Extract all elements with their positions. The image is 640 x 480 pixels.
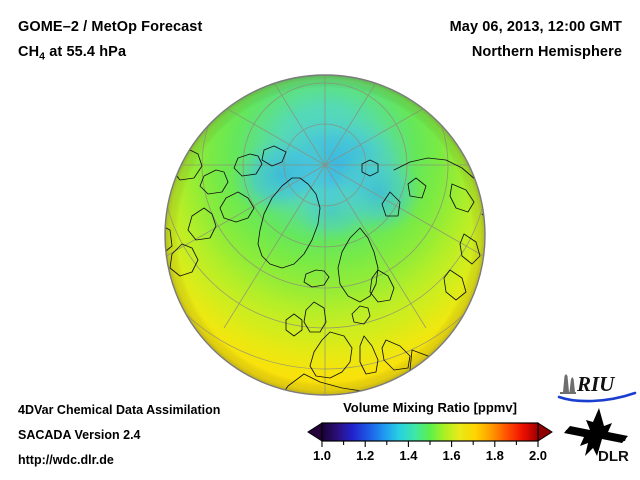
coast-italy: [359, 335, 379, 375]
page-title: GOME–2 / MetOp Forecast: [18, 19, 203, 35]
datetime-label: May 06, 2013, 12:00 GMT: [449, 19, 622, 35]
coast-taymyr: [449, 183, 475, 213]
colorbar-tick-label: 1.2: [356, 448, 375, 463]
footer-line-version: SACADA Version 2.4: [18, 428, 141, 442]
dlr-emblem-icon: [564, 408, 628, 456]
colorbar-tick-label: 1.6: [442, 448, 461, 463]
colorbar-tick-label: 1.0: [312, 448, 332, 463]
colorbar-tick-label: 1.4: [399, 448, 418, 463]
coast-baffin: [219, 191, 255, 223]
coast-denmark: [351, 305, 371, 325]
data-field: [165, 75, 485, 395]
coast-arctic-island-b: [261, 145, 287, 167]
globe-svg: [164, 74, 486, 396]
coast-great-britain: [303, 301, 327, 333]
coast-greenland: [257, 177, 321, 269]
colorbar-title: Volume Mixing Ratio [ppmv]: [343, 400, 517, 415]
riu-wordmark: RIU: [576, 372, 616, 396]
globe-outline: [164, 74, 486, 396]
coast-white-sea: [381, 191, 401, 217]
coast-balkans-turkey: [381, 339, 411, 371]
coast-central-asia: [473, 303, 485, 327]
dlr-logo-svg: DLR: [564, 408, 629, 464]
riu-swoosh: [557, 391, 637, 403]
coast-iberia-france: [309, 331, 353, 379]
dlr-wordmark: DLR: [598, 448, 629, 464]
coast-iceland: [303, 269, 330, 288]
coast-red-sea: [421, 381, 435, 395]
coast-labrador: [187, 207, 217, 241]
coast-novaya-zemlya: [407, 177, 427, 199]
graticule: [165, 75, 485, 395]
coast-baltic: [369, 269, 395, 303]
riu-tower-icon: [560, 374, 576, 394]
species-altitude-label: CH4 at 55.4 hPa: [18, 44, 126, 62]
coast-hudson-bay: [165, 223, 173, 257]
coast-ireland: [285, 313, 303, 337]
colorbar-extend-high-arrow: [537, 422, 553, 442]
colorbar-tick-labels: 1.0 1.2 1.4 1.6 1.8 2.0: [306, 448, 554, 468]
coast-lake-baikal: [443, 269, 467, 301]
species-formula-subscript: 4: [39, 50, 46, 63]
coast-scandinavia: [337, 227, 379, 303]
riu-logo-svg: RIU: [557, 372, 637, 403]
riu-logo: RIU: [556, 370, 638, 404]
colorbar-tick-label: 2.0: [528, 448, 548, 463]
region-label: Northern Hemisphere: [471, 44, 622, 60]
colorbar-gradient-bar: [321, 422, 539, 442]
species-altitude-suffix: at 55.4 hPa: [45, 44, 127, 60]
coast-newfoundland: [169, 243, 199, 277]
species-formula-prefix: CH: [18, 44, 40, 60]
coast-lena-basin: [459, 233, 481, 265]
footer-line-url[interactable]: http://wdc.dlr.de: [18, 453, 114, 467]
globe-map: [164, 74, 486, 396]
colorbar: Volume Mixing Ratio [ppmv]: [306, 400, 554, 472]
coast-ellesmere: [199, 169, 229, 195]
footer-line-assimilation: 4DVar Chemical Data Assimilation: [18, 403, 221, 417]
dlr-logo: DLR: [562, 406, 638, 464]
coast-caspian: [451, 339, 471, 371]
coast-arabia: [425, 373, 461, 395]
colorbar-tick-marks: [321, 441, 539, 447]
coast-svalbard: [361, 159, 379, 177]
colorbar-tick-label: 1.8: [485, 448, 504, 463]
colorbar-extend-low-arrow: [307, 422, 323, 442]
coast-arctic-island-a: [233, 153, 263, 177]
colorbar-swatch: [307, 422, 553, 447]
